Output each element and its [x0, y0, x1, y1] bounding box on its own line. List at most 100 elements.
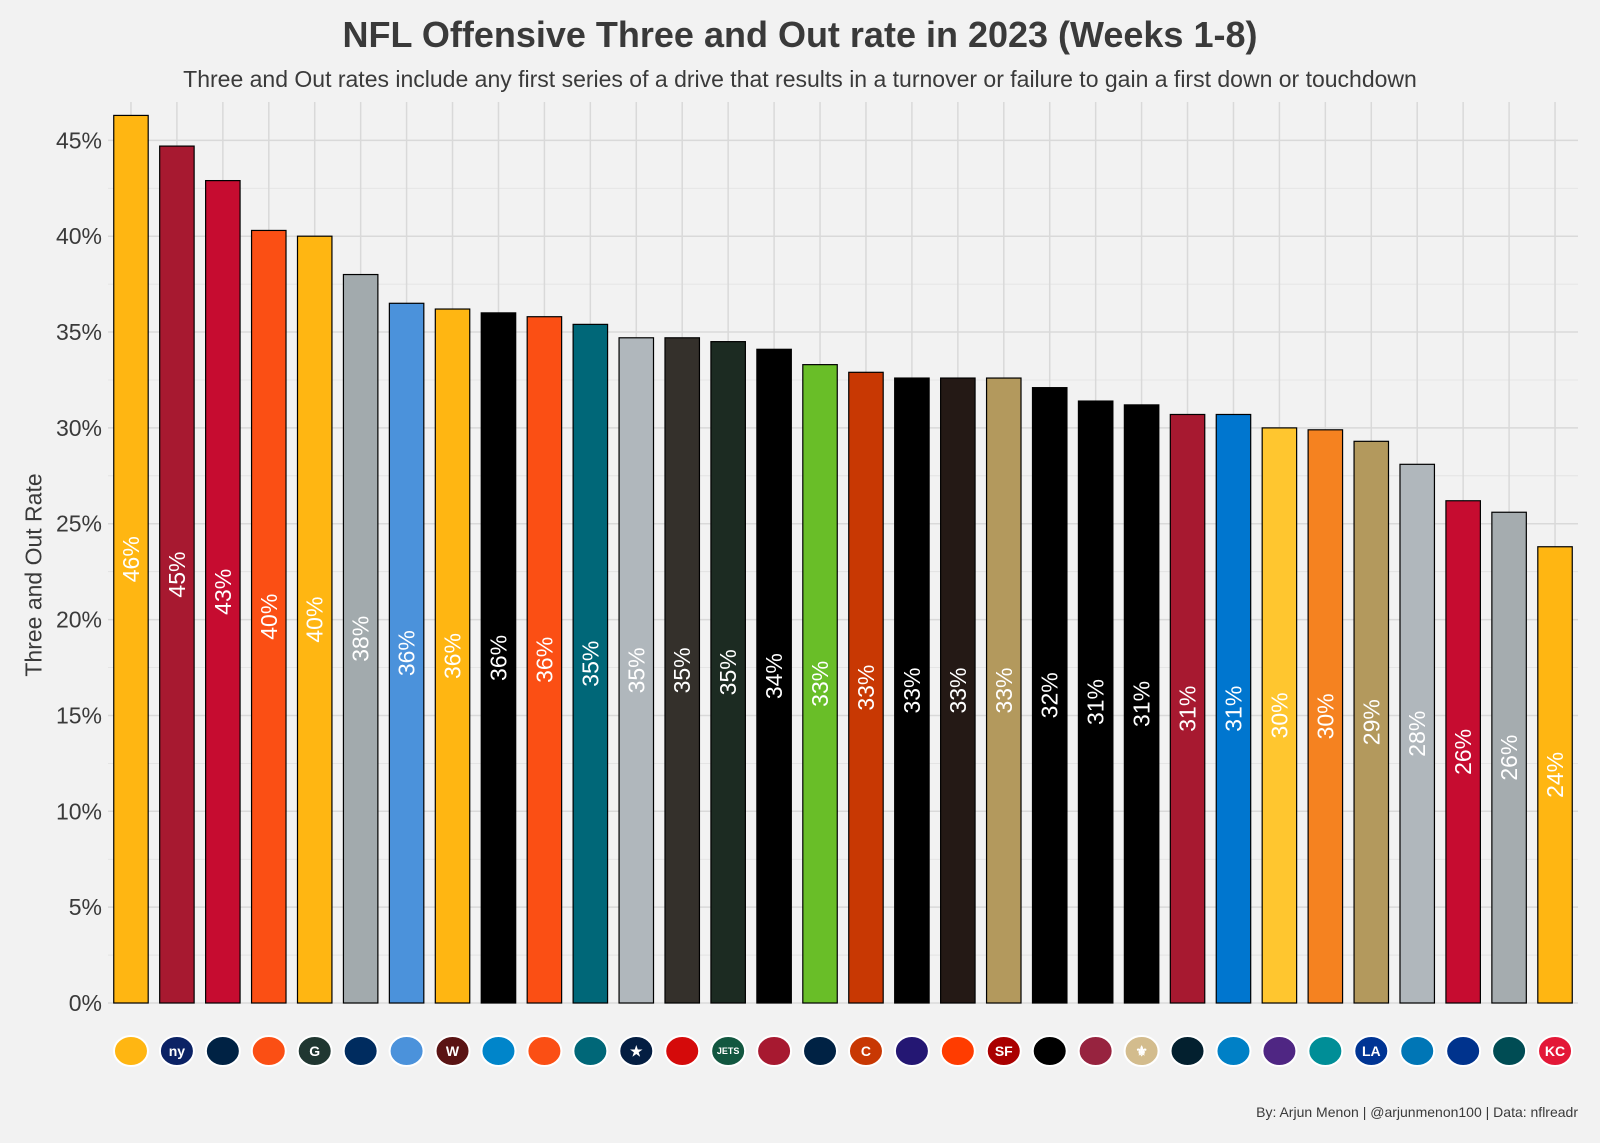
- logo-shape: [847, 1035, 884, 1067]
- bar-tb: [664, 337, 701, 1004]
- seahawks-logo-icon: [802, 1035, 839, 1067]
- bar-mia: [1307, 429, 1344, 1004]
- logo-shape: [664, 1035, 701, 1067]
- packers-logo-icon: G: [296, 1035, 333, 1067]
- bar-chi: [848, 371, 884, 1004]
- y-axis: 0% 5% 10% 15% 20% 25% 30% 35% 40% 45%: [56, 127, 102, 1016]
- y-tick-label: 30%: [56, 415, 102, 441]
- logo-text: C: [861, 1043, 871, 1059]
- jets-logo-icon: JETS: [710, 1035, 747, 1067]
- bars: 46% 45% 43% 40% 40% 38% 36% 36% 36% 36% 35% 35% 35% 3…: [113, 114, 1573, 1004]
- y-tick-label: 15%: [56, 702, 102, 728]
- logo-text: LA: [1362, 1043, 1381, 1059]
- dolphins-logo-icon: [1307, 1035, 1344, 1067]
- logo-shape: [710, 1035, 747, 1067]
- logo-shape: [1399, 1035, 1436, 1067]
- chiefs-logo-icon: KC: [1537, 1035, 1574, 1067]
- saints-logo-icon: ⚜: [1123, 1035, 1160, 1067]
- data-label: 46%: [118, 536, 144, 582]
- bar-nyg: [159, 145, 195, 1004]
- y-tick-label: 5%: [69, 894, 102, 920]
- bears-logo-icon: C: [847, 1035, 884, 1067]
- logo-text: ★: [630, 1043, 643, 1059]
- 49ers-logo-icon: SF: [985, 1035, 1022, 1067]
- data-label: 31%: [1083, 679, 1109, 725]
- y-tick-label: 10%: [56, 798, 102, 824]
- bar-was: [434, 308, 471, 1004]
- y-tick-label: 35%: [56, 319, 102, 345]
- data-label: 26%: [1496, 735, 1522, 781]
- logo-shape: [1261, 1035, 1298, 1067]
- logo-shape: [618, 1035, 655, 1067]
- data-label: 36%: [440, 633, 466, 679]
- data-label: 30%: [1312, 693, 1338, 739]
- commanders-logo-icon: W: [434, 1035, 471, 1067]
- titans-logo-icon: [388, 1035, 425, 1067]
- bar-cin: [250, 229, 287, 1004]
- panthers-logo-icon: [480, 1035, 517, 1067]
- logo-text: ⚜: [1135, 1043, 1148, 1059]
- logo-shape: [1077, 1035, 1114, 1067]
- data-label: 45%: [164, 552, 190, 598]
- logo-shape: [480, 1035, 517, 1067]
- data-label: 24%: [1542, 752, 1568, 798]
- bar-no: [1123, 404, 1160, 1004]
- data-label: 33%: [853, 665, 879, 711]
- logo-text: SF: [995, 1043, 1013, 1059]
- data-label: 26%: [1450, 729, 1476, 775]
- bar-sea: [802, 364, 838, 1004]
- bar-nyj: [710, 341, 746, 1004]
- data-label: 28%: [1404, 711, 1430, 757]
- bar-car: [480, 312, 517, 1004]
- logo-shape: [388, 1035, 425, 1067]
- data-label: 33%: [991, 668, 1017, 714]
- logo-shape: [1537, 1035, 1574, 1067]
- data-label: 38%: [348, 616, 374, 662]
- data-label: 35%: [577, 641, 603, 687]
- data-label: 30%: [1266, 692, 1292, 738]
- data-label: 34%: [761, 653, 787, 699]
- data-label: 36%: [394, 630, 420, 676]
- logo-shape: [1169, 1035, 1206, 1067]
- bar-atl: [756, 348, 792, 1004]
- bar-ari: [1077, 400, 1114, 1004]
- lions-logo-icon: [1399, 1035, 1436, 1067]
- bengals-logo-icon: [250, 1035, 287, 1067]
- bar-min: [1261, 427, 1298, 1004]
- cowboys-logo-icon: ★: [618, 1035, 655, 1067]
- logo-shape: [296, 1035, 333, 1067]
- data-label: 36%: [531, 637, 557, 683]
- y-tick-label: 20%: [56, 607, 102, 633]
- y-tick-label: 40%: [56, 223, 102, 249]
- data-label: 32%: [1037, 672, 1063, 718]
- bar-lac: [1215, 413, 1252, 1004]
- bills-logo-icon: [1445, 1035, 1482, 1067]
- logo-text: KC: [1545, 1043, 1565, 1059]
- logo-shape: [526, 1035, 563, 1067]
- patriots-logo-icon: [204, 1035, 241, 1067]
- data-label: 35%: [715, 649, 741, 695]
- data-label: 35%: [623, 647, 649, 693]
- buccaneers-logo-icon: [664, 1035, 701, 1067]
- ravens-logo-icon: [893, 1035, 930, 1067]
- texans-logo-icon: [1169, 1035, 1206, 1067]
- logo-shape: [572, 1035, 609, 1067]
- y-tick-label: 45%: [56, 127, 102, 153]
- data-label: 31%: [1129, 681, 1155, 727]
- logo-text: G: [309, 1043, 320, 1059]
- data-label: 35%: [669, 647, 695, 693]
- data-label: 31%: [1175, 686, 1201, 732]
- logo-shape: [756, 1035, 793, 1067]
- chart-subtitle: Three and Out rates include any first se…: [183, 66, 1417, 92]
- logo-shape: [985, 1035, 1022, 1067]
- raiders-logo-icon: [1031, 1035, 1068, 1067]
- logo-shape: [112, 1035, 149, 1067]
- steelers-logo-icon: [112, 1035, 149, 1067]
- bar-kc: [1537, 546, 1573, 1004]
- logo-shape: [1353, 1035, 1390, 1067]
- bar-ind: [342, 273, 379, 1004]
- bar-ten: [388, 302, 425, 1004]
- logo-text: W: [446, 1043, 460, 1059]
